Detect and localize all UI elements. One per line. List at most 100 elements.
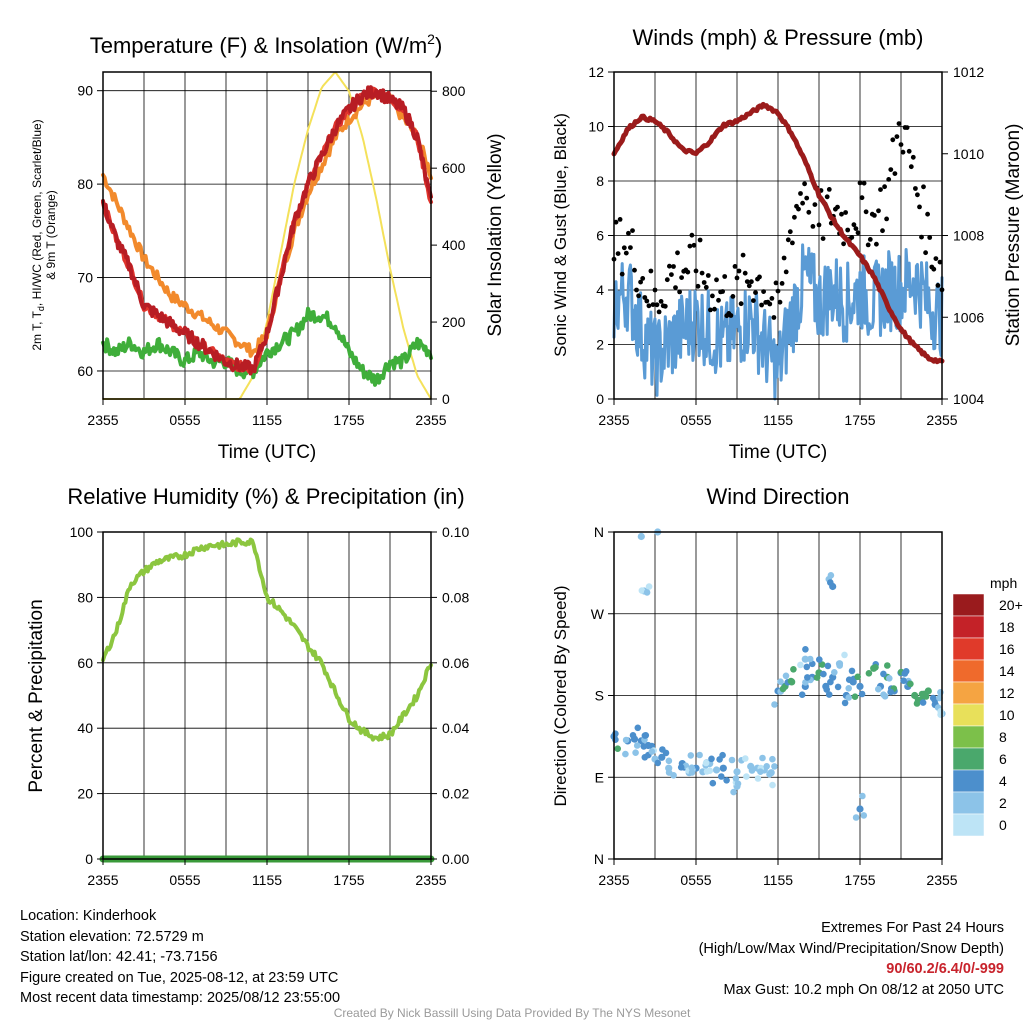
gust-point [736,268,742,274]
gust-point [632,267,637,273]
gust-point [826,187,832,192]
direction-point [645,583,653,590]
relative-humidity-line [101,537,433,742]
winds-ylabel: Sonic Wind & Gust (Blue, Black) [551,113,570,357]
gust-point [921,184,926,190]
gust-point [759,302,764,308]
speed-legend-swatch [952,747,985,771]
direction-point [845,694,852,701]
y-tick-label: 60 [77,655,93,671]
direction-point [913,700,921,707]
gust-point [664,277,670,283]
gust-point [728,313,734,318]
direction-point [712,766,721,774]
gust-point [917,204,922,210]
gust-point [824,194,830,200]
direction-point [827,579,834,586]
direction-point [614,745,621,752]
extremes-title: Extremes For Past 24 Hours [821,920,1004,936]
direction-point [687,752,695,759]
direction-point [825,691,833,698]
gust-point [761,289,766,294]
gust-point [714,277,719,283]
winds-title: Winds (mph) & Pressure (mb) [633,25,924,50]
gust-point [888,167,894,173]
gust-point [720,289,725,294]
direction-point [622,750,629,758]
y-tick-label: 10 [588,119,604,135]
speed-legend-swatch [952,703,985,727]
gust-point [751,298,756,303]
temperature-title: Temperature (F) & Insolation (W/m2) [90,31,443,58]
gust-point [740,252,746,258]
gust-point [937,259,943,265]
temperature-panel: Temperature (F) & Insolation (W/m2) 60 70… [30,31,506,463]
gust-point [753,290,758,295]
direction-point [708,755,715,763]
gust-point [845,227,851,233]
x-tick-label: 2355 [87,872,118,888]
direction-point [612,736,619,743]
direction-point [732,775,740,782]
gust-point [746,283,752,289]
direction-point [880,670,887,678]
direction-point [632,749,639,756]
speed-legend-title: mph [990,575,1017,591]
direction-point [702,759,710,767]
direction-point [813,674,821,681]
y-tick-label: S [595,688,604,704]
direction-point [641,754,649,761]
direction-point [790,666,797,673]
humidity-ylabel: Percent & Precipitation [26,599,47,792]
pressure-ylabel: Station Pressure (Maroon) [1003,124,1024,347]
gust-point [732,264,738,269]
gust-point [749,279,754,285]
gust-point [923,250,928,256]
gust-point [894,134,900,140]
y2-tick-label: 1010 [953,146,984,162]
direction-ylabel: Direction (Colored By Speed) [551,585,570,806]
gust-point [695,283,701,289]
x-tick-label: 0555 [169,872,200,888]
direction-point [845,685,852,692]
direction-point [824,662,832,670]
gust-point [712,306,717,312]
x-tick-label: 2355 [87,412,118,428]
x-tick-label: 2355 [415,872,446,888]
y-tick-label: 20 [77,786,93,802]
gust-point [820,236,826,242]
y2-tick-label: 0.02 [442,786,469,802]
gust-point [773,280,779,286]
gust-point [816,222,822,228]
gust-point [876,208,881,214]
gust-point [880,228,885,234]
gust-point [675,250,680,256]
gust-point [646,303,652,309]
direction-point [851,693,859,700]
y-tick-label: 60 [77,363,93,379]
direction-point [719,764,727,772]
gust-point [617,217,623,222]
gust-point [779,281,785,286]
gust-point [884,216,889,222]
gust-point [787,229,793,235]
gust-point [716,297,721,303]
direction-point [834,683,842,691]
direction-point [718,773,725,780]
gust-point [619,271,625,277]
direction-point [841,699,849,707]
max-gust: Max Gust: 10.2 mph On 08/12 at 2050 UTC [723,981,1004,998]
speed-legend-label: 8 [999,729,1007,745]
gust-point [843,210,848,215]
gust-point [872,213,877,218]
direction-point [887,688,894,696]
speed-legend-label: 16 [999,641,1015,657]
direction-point [743,773,750,780]
gust-point [798,191,803,196]
gust-point [841,241,846,247]
gust-point [835,204,840,210]
direction-point [798,691,806,698]
y2-tick-label: 1012 [953,64,984,80]
y-tick-label: N [594,524,604,540]
direction-point [637,532,645,541]
